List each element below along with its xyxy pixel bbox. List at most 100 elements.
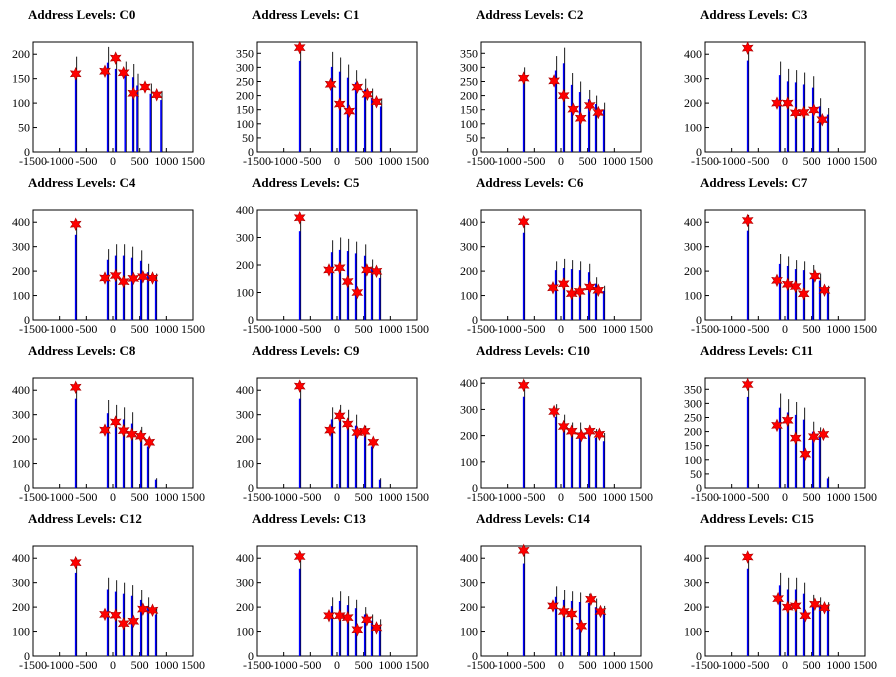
peak-marker (127, 271, 140, 286)
y-tick-label: 200 (684, 600, 702, 614)
y-tick-label: 300 (684, 240, 702, 254)
x-tick-label: -1000 (494, 490, 522, 504)
x-tick-label: -500 (299, 490, 321, 504)
y-tick-label: 100 (460, 289, 478, 303)
x-tick-label: 1000 (826, 658, 850, 672)
peak-marker (583, 280, 596, 294)
y-tick-label: 200 (12, 432, 30, 446)
y-tick-label: 300 (236, 408, 254, 422)
peak-marker (117, 274, 130, 289)
y-tick-label: 100 (236, 625, 254, 639)
y-tick-label: 0 (696, 313, 702, 327)
peak-marker (99, 271, 111, 285)
peak-marker (548, 74, 560, 88)
peak-marker (117, 616, 130, 631)
x-tick-label: 1500 (181, 322, 205, 336)
y-tick-label: 400 (684, 551, 702, 565)
x-tick-label: 500 (131, 490, 149, 504)
peak-marker (781, 96, 794, 110)
chart-title: Address Levels: C3 (700, 7, 808, 22)
peak-marker (789, 106, 802, 120)
y-tick-label: 400 (12, 551, 30, 565)
axes-frame (256, 41, 418, 153)
x-tick-label: 0 (110, 490, 116, 504)
peak-marker (351, 80, 364, 94)
chart-panel-12: Address Levels: C12 0 100 200 300 400 -1500-10… (12, 511, 205, 672)
y-tick-label: 300 (12, 240, 30, 254)
x-tick-label: 500 (579, 490, 597, 504)
axes-frame (32, 209, 194, 321)
peak-marker (789, 599, 802, 613)
peak-marker (799, 447, 812, 461)
chart-panel-1: Address Levels: C1050100150200250300350-… (236, 7, 429, 168)
x-tick-label: 0 (782, 154, 788, 168)
x-tick-label: 500 (803, 658, 821, 672)
chart-panel-0: Address Levels: C0 0 50 100 150 200 -1500-1000… (12, 7, 205, 168)
peak-marker (69, 555, 82, 570)
y-tick-label: 100 (460, 455, 478, 469)
chart-title: Address Levels: C14 (476, 511, 590, 526)
chart-title: Address Levels: C5 (252, 175, 360, 190)
x-tick-label: -500 (747, 322, 769, 336)
x-tick-label: -500 (523, 154, 545, 168)
x-tick-label: -1500 (243, 322, 271, 336)
x-tick-label: -1500 (691, 322, 719, 336)
chart-panel-13: Address Levels: C13 0 100 200 300 400 -1500-10… (236, 511, 429, 672)
axes-frame (480, 545, 642, 657)
y-tick-label: 400 (236, 551, 254, 565)
x-tick-label: -1000 (718, 490, 746, 504)
y-tick-label: 100 (684, 289, 702, 303)
peak-marker (593, 427, 606, 442)
x-tick-label: -1500 (19, 322, 47, 336)
x-tick-label: 0 (334, 154, 340, 168)
y-tick-label: 100 (684, 453, 702, 467)
y-tick-label: 350 (236, 46, 254, 60)
x-tick-label: 1000 (154, 154, 178, 168)
peak-marker (517, 214, 530, 229)
x-tick-label: 0 (334, 322, 340, 336)
x-tick-label: 1000 (602, 322, 626, 336)
y-tick-label: 100 (12, 457, 30, 471)
y-tick-label: 300 (460, 402, 478, 416)
x-tick-label: 0 (558, 322, 564, 336)
y-tick-label: 100 (12, 96, 30, 110)
x-tick-label: -1500 (243, 658, 271, 672)
y-tick-label: 0 (24, 481, 30, 495)
x-tick-label: -1500 (243, 490, 271, 504)
chart-panel-14: Address Levels: C14 0 100 200 300 400 -1500-10… (460, 511, 653, 672)
x-tick-label: 1500 (853, 658, 877, 672)
chart-title: Address Levels: C11 (700, 343, 813, 358)
y-tick-label: 200 (236, 89, 254, 103)
peak-marker (583, 424, 596, 438)
x-tick-label: 0 (558, 490, 564, 504)
y-tick-label: 200 (236, 432, 254, 446)
y-tick-label: 400 (460, 376, 478, 390)
y-tick-label: 100 (460, 117, 478, 131)
x-tick-label: 0 (558, 154, 564, 168)
y-tick-label: 200 (12, 47, 30, 61)
y-tick-label: 0 (24, 649, 30, 663)
y-tick-label: 0 (696, 145, 702, 159)
x-tick-label: 0 (558, 658, 564, 672)
x-tick-label: 0 (334, 658, 340, 672)
peak-marker (127, 614, 140, 629)
chart-panel-5: Address Levels: C5 0 100 200 300 400 -1500-100… (236, 175, 429, 336)
peak-marker (361, 613, 373, 627)
y-tick-label: 300 (460, 576, 478, 590)
y-tick-label: 150 (236, 103, 254, 117)
peak-marker (565, 424, 578, 438)
peak-marker (324, 77, 337, 92)
y-tick-label: 50 (690, 467, 702, 481)
x-tick-label: 500 (355, 154, 373, 168)
x-tick-label: 500 (131, 322, 149, 336)
peak-marker (99, 64, 111, 79)
chart-title: Address Levels: C8 (28, 343, 136, 358)
x-tick-label: 1000 (826, 322, 850, 336)
y-tick-label: 400 (460, 215, 478, 229)
y-tick-label: 300 (12, 408, 30, 422)
peak-marker (361, 263, 373, 277)
peak-marker (781, 413, 794, 428)
x-tick-label: 500 (131, 154, 149, 168)
x-tick-label: 500 (579, 322, 597, 336)
